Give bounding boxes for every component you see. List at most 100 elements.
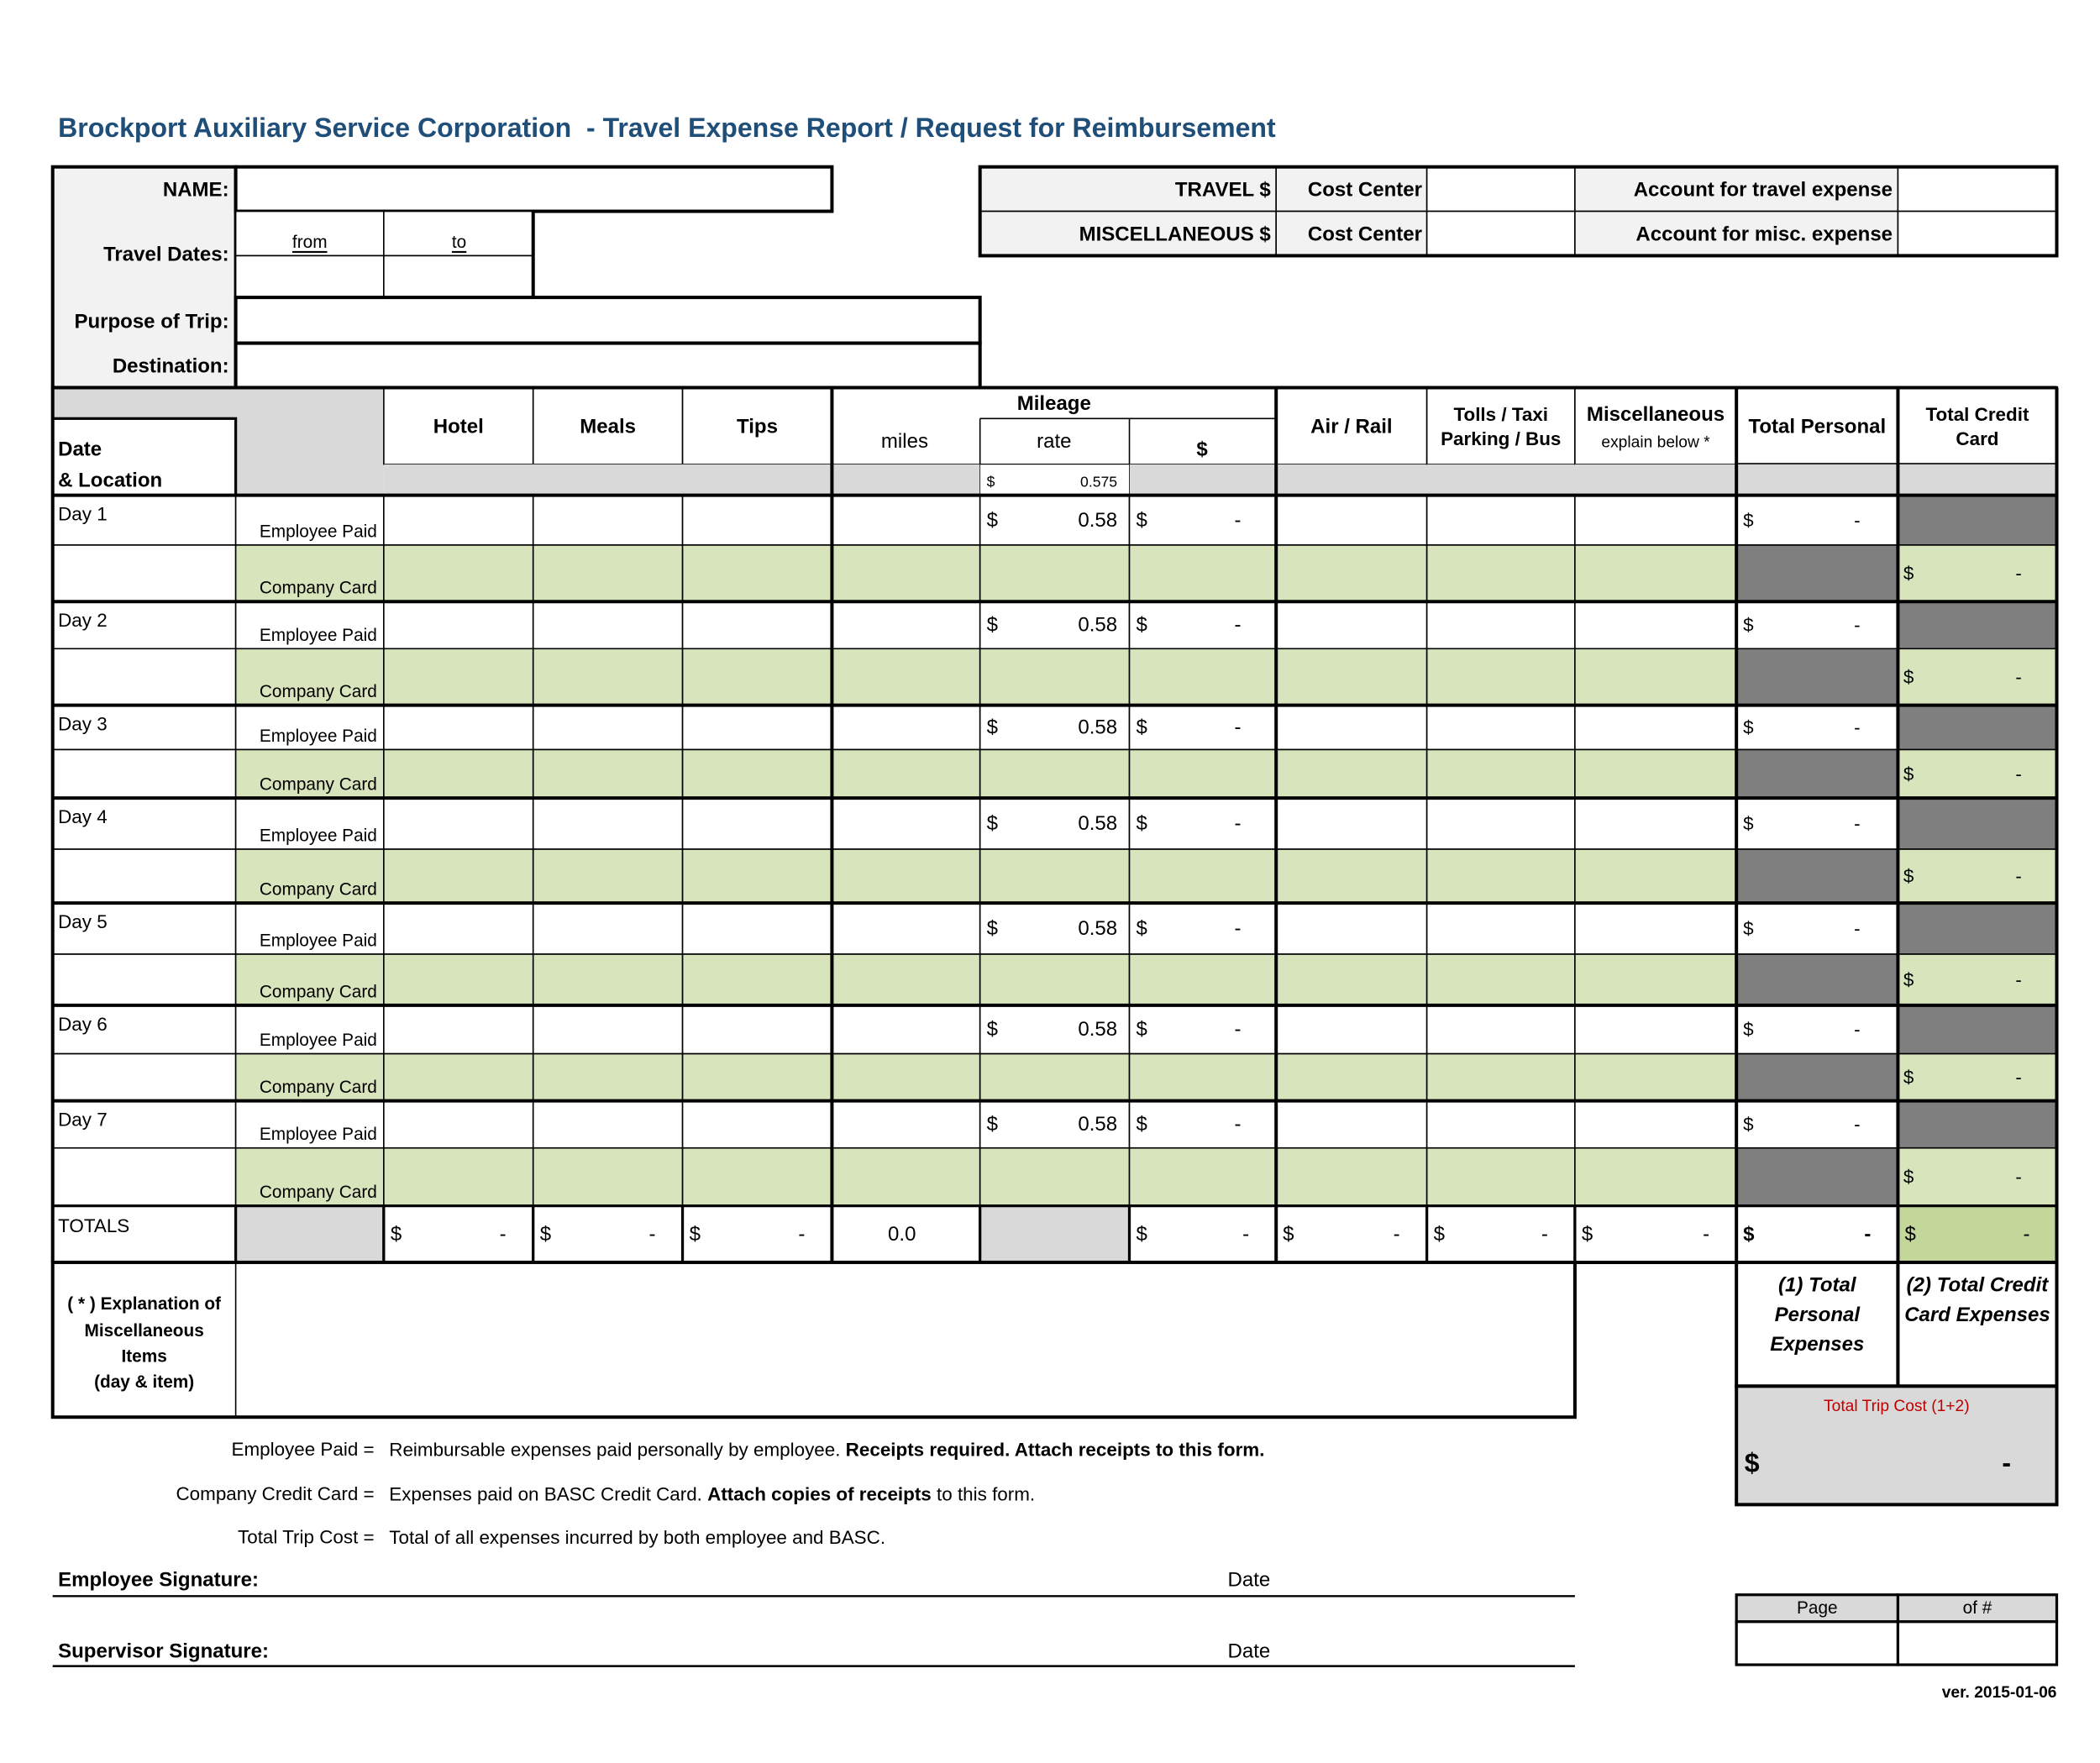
cell (51, 544, 237, 603)
label: $ (1137, 917, 1147, 940)
cell (532, 848, 684, 904)
cell (1425, 1005, 1576, 1055)
label: $ (1196, 438, 1208, 461)
cell (1425, 797, 1576, 850)
cell (831, 902, 981, 955)
label: ( * ) Explanation of (67, 1294, 221, 1314)
cell (1735, 544, 1899, 603)
cell (1275, 601, 1428, 650)
label: $ (1903, 1067, 1914, 1088)
label: - (1703, 1223, 1709, 1246)
label: Total Credit (1926, 404, 2029, 425)
label: - (1235, 812, 1242, 835)
cell (383, 648, 534, 706)
cell (383, 953, 534, 1006)
cell (1275, 902, 1428, 955)
label: (2) Total Credit (1907, 1274, 2050, 1297)
cell (1897, 165, 2058, 213)
label: Employee Paid (260, 931, 377, 951)
label: $ (1743, 510, 1754, 531)
cell (1128, 797, 1277, 850)
label: of # (1963, 1598, 1992, 1618)
label: $ (1743, 1019, 1754, 1040)
note-part: Receipts required. Attach receipts to th… (846, 1439, 1265, 1460)
cell (831, 953, 981, 1006)
label: rate (1037, 430, 1071, 453)
label: Tips (737, 415, 778, 438)
label: $ (391, 1223, 402, 1246)
label: Card (1956, 428, 1998, 449)
cell (51, 494, 237, 546)
cell (234, 953, 385, 1006)
cell (979, 953, 1131, 1006)
label: explain below * (1601, 434, 1710, 452)
label: - (1235, 1018, 1242, 1041)
label: Page (1797, 1598, 1838, 1618)
shade (1129, 464, 1277, 496)
label: 0.58 (1078, 917, 1117, 940)
cell (979, 848, 1131, 904)
cell (1275, 1146, 1428, 1207)
label: from (292, 233, 328, 252)
label: $ (987, 509, 998, 532)
cell (1574, 1099, 1737, 1149)
cell (532, 386, 684, 465)
cell (1275, 704, 1428, 751)
label: $ (1903, 969, 1914, 990)
label: 0.58 (1078, 812, 1117, 835)
label: - (1854, 510, 1860, 531)
cell (681, 1052, 833, 1102)
label: Day 7 (58, 1110, 108, 1131)
cell (1128, 1146, 1277, 1207)
cell (532, 902, 684, 955)
cell (831, 544, 981, 603)
cell (681, 648, 833, 706)
header-right-frame (978, 165, 2059, 258)
label: - (2015, 1167, 2021, 1188)
cell (831, 386, 1277, 465)
shade (832, 464, 980, 496)
label: to (452, 233, 466, 252)
trip-cost-box (1735, 1384, 2059, 1507)
cell (681, 704, 833, 751)
cell (1574, 386, 1737, 465)
cell (1897, 1146, 2058, 1207)
cell (1275, 1005, 1428, 1055)
label: - (649, 1223, 656, 1246)
cell (532, 953, 684, 1006)
label: $ (1903, 763, 1914, 784)
label: Hotel (433, 415, 484, 438)
cell (1128, 494, 1277, 546)
label: Day 5 (58, 911, 108, 932)
cell (1425, 386, 1576, 465)
cell (1425, 848, 1576, 904)
cell (532, 648, 684, 706)
cell (1425, 1204, 1577, 1264)
label: $ (1904, 1223, 1915, 1246)
label: - (1854, 615, 1860, 636)
cell (1574, 704, 1737, 751)
cell (532, 1146, 684, 1207)
cell (1275, 848, 1428, 904)
label: $ (1137, 812, 1147, 835)
cell (681, 601, 833, 650)
cell (383, 494, 534, 546)
label: Employee Paid (260, 1031, 377, 1050)
label: - (1864, 1223, 1871, 1246)
cell (51, 848, 237, 904)
note-part: to this form. (932, 1483, 1035, 1504)
cell (1425, 1052, 1576, 1102)
shade (1736, 464, 1898, 496)
cell (1128, 1099, 1277, 1149)
label: - (1235, 509, 1242, 532)
cell (383, 1052, 534, 1102)
label: $ (1743, 717, 1754, 738)
label: Cost Center (1308, 178, 1422, 201)
label: Employee Signature: (58, 1569, 259, 1592)
label: - (1854, 1019, 1860, 1040)
cell (1275, 544, 1428, 603)
cell (383, 254, 534, 298)
label: Account for travel expense (1634, 178, 1893, 201)
cell (532, 704, 684, 751)
